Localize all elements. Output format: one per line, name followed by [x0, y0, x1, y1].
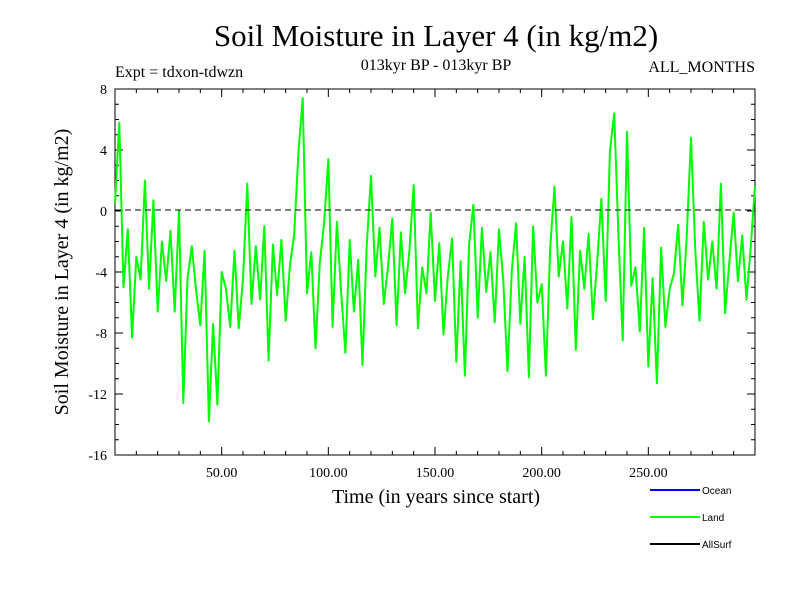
y-tick-label: -12 — [88, 388, 107, 403]
y-tick-label: -8 — [95, 327, 107, 342]
x-tick-label: 100.00 — [309, 466, 348, 481]
period-label: ALL_MONTHS — [648, 59, 755, 76]
y-tick-label: 4 — [100, 144, 107, 159]
y-tick-label: 8 — [100, 83, 107, 98]
y-tick-label: -4 — [95, 266, 107, 281]
x-minor-ticks — [135, 89, 735, 455]
y-tick-label: -16 — [88, 449, 107, 464]
x-tick-label: 200.00 — [522, 466, 561, 481]
chart-subtitle: 013kyr BP - 013kyr BP — [361, 57, 512, 74]
plot-frame — [114, 88, 756, 456]
series-layer — [114, 97, 756, 423]
x-tick-label: 50.00 — [206, 466, 238, 481]
x-tick-label: 250.00 — [629, 466, 668, 481]
plot-area — [114, 88, 756, 456]
x-tick-labels: 50.00 100.00 150.00 200.00 250.00 — [206, 466, 668, 481]
legend: Ocean Land AllSurf — [650, 486, 732, 551]
chart-title: Soil Moisture in Layer 4 (in kg/m2) — [214, 18, 658, 53]
x-tick-label: 150.00 — [416, 466, 455, 481]
experiment-label: Expt = tdxon-tdwzn — [115, 64, 243, 81]
legend-label-land: Land — [702, 513, 724, 524]
x-axis-label: Time (in years since start) — [332, 486, 540, 508]
y-axis-label: Soil Moisture in Layer 4 (in kg/m2) — [51, 129, 73, 416]
y-minor-ticks — [115, 88, 755, 456]
y-tick-labels: 8 4 0 -4 -8 -12 -16 — [88, 83, 107, 464]
legend-label-allsurf: AllSurf — [702, 540, 732, 551]
series-line-land — [114, 97, 756, 423]
legend-label-ocean: Ocean — [702, 486, 731, 497]
y-tick-label: 0 — [100, 205, 107, 220]
